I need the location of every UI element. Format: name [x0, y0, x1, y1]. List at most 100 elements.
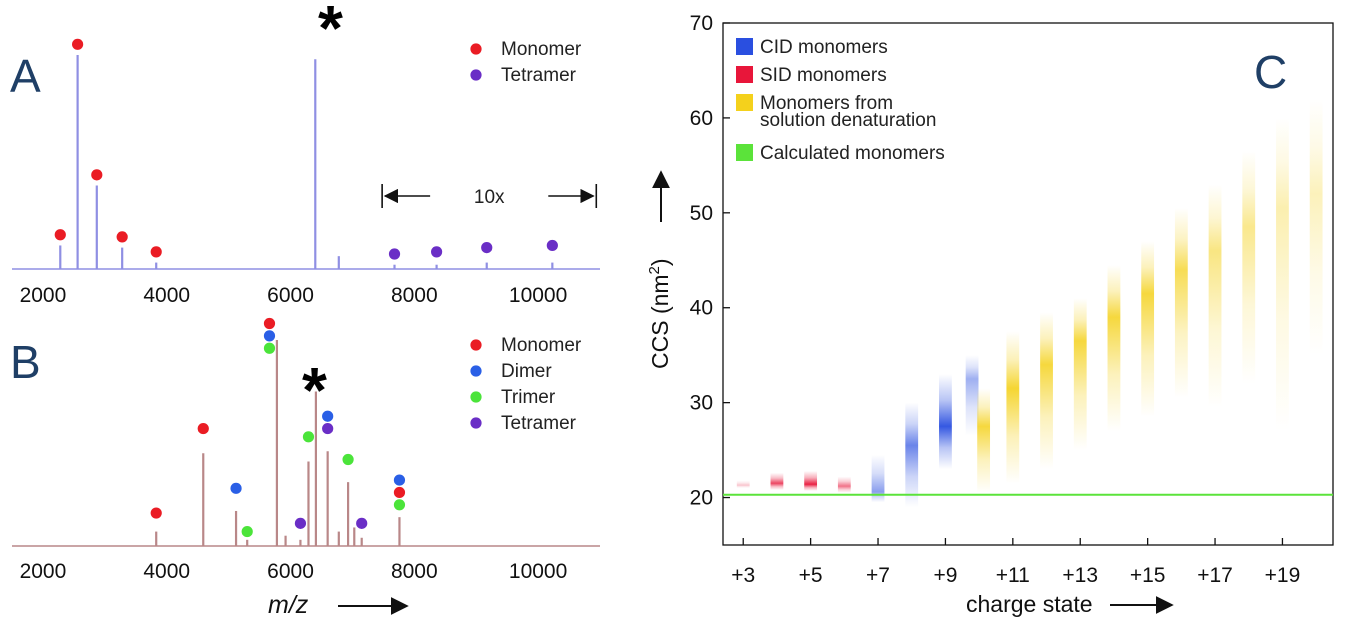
legend-swatch-tetramer [470, 417, 482, 429]
legend-swatch [736, 66, 753, 83]
heat-cell [1040, 312, 1053, 470]
marker-trimer [263, 342, 276, 354]
marker-monomer [72, 38, 84, 50]
panel-c-ylabel: CCS (nm2) [646, 258, 673, 369]
legend-label: Monomer [501, 39, 582, 60]
panel-c-x-ticks: +3 +5 +7 +9 +11 +13 +15 +17 +19 [731, 538, 1300, 587]
legend-swatch [736, 144, 753, 161]
legend-label-line: Calculated monomers [760, 143, 945, 164]
panel-a-markers [54, 38, 558, 260]
marker-dimer [393, 474, 406, 486]
magnification-label: 10x [474, 187, 505, 208]
heat-cell [804, 470, 818, 491]
panel-c-ylabel-sup: 2 [646, 266, 663, 274]
x-tick-label: 10000 [509, 560, 567, 583]
heat-cell [1107, 265, 1121, 432]
x-tick-label: +19 [1265, 564, 1301, 587]
x-tick-label: +13 [1062, 564, 1098, 587]
legend-label-line: Monomers from [760, 93, 893, 114]
legend-label: Trimer [501, 387, 556, 408]
heat-cell [1208, 184, 1222, 408]
legend-label: Tetramer [501, 413, 577, 434]
panel-b-x-ticks: 2000 4000 6000 8000 10000 [20, 560, 568, 583]
panel-c-x-axis-title: charge state [966, 591, 1174, 617]
panel-b-mass-spectrum: B * 2000 4000 6000 8000 10000 MonomerDimerTr… [10, 317, 600, 619]
panel-b-peaks [155, 340, 401, 546]
panel-c-ylabel-main: CCS (nm [647, 274, 673, 369]
panel-b-letter: B [10, 336, 41, 388]
x-tick-label: 8000 [391, 560, 438, 583]
panel-a-letter: A [10, 50, 41, 102]
panel-c-heat-cells [736, 98, 1323, 508]
marker-tetramer [322, 422, 334, 435]
y-tick-label: 60 [690, 107, 713, 130]
x-tick-label: +17 [1197, 564, 1233, 587]
legend-label: Calculated monomers [760, 143, 945, 164]
marker-tetramer [356, 517, 368, 529]
x-tick-label: 10000 [509, 284, 567, 307]
panel-a-legend: Monomer Tetramer [470, 39, 582, 86]
panel-c-legend: CID monomers SID monomers Monomers from sol… [736, 37, 945, 164]
x-tick-label: +15 [1130, 564, 1166, 587]
marker-tetramer [388, 248, 401, 260]
panel-b-markers [150, 317, 406, 538]
heat-cell [905, 402, 919, 508]
panel-c-ylabel-close: ) [647, 258, 673, 266]
heat-cell [837, 476, 851, 493]
y-tick-label: 30 [690, 392, 713, 415]
legend-label-line: CID monomers [760, 37, 888, 58]
marker-monomer [54, 229, 66, 241]
marker-trimer [241, 525, 253, 538]
panel-a-mass-spectrum: A * 2000 4000 6000 8000 10000 Monomer Tetrame… [10, 0, 600, 307]
x-tick-label: 6000 [267, 560, 314, 583]
marker-tetramer [294, 517, 307, 529]
y-tick-label: 50 [690, 202, 713, 225]
marker-trimer [302, 431, 315, 443]
x-tick-label: +9 [933, 564, 957, 587]
marker-monomer [197, 422, 209, 435]
marker-tetramer [430, 246, 443, 258]
panel-c-letter: C [1254, 46, 1287, 98]
panel-b-x-axis-title: m/z [268, 591, 409, 619]
legend-label: Tetramer [501, 65, 577, 86]
marker-dimer [263, 330, 276, 342]
x-tick-label: 8000 [391, 284, 438, 307]
panel-a-x-ticks: 2000 4000 6000 8000 10000 [20, 284, 568, 307]
legend-label: Monomer [501, 335, 582, 356]
heat-cell [871, 454, 885, 503]
x-tick-label: 2000 [20, 560, 67, 583]
legend-label-line: solution denaturation [760, 110, 936, 131]
marker-trimer [393, 499, 406, 511]
panel-a-magnification: 10x [381, 184, 598, 208]
legend-swatch-tetramer [470, 69, 482, 81]
marker-dimer [230, 482, 242, 494]
x-tick-label: +3 [731, 564, 755, 587]
y-tick-label: 70 [690, 12, 713, 35]
y-tick-label: 20 [690, 487, 713, 510]
legend-label: Dimer [501, 361, 552, 382]
legend-swatch [736, 38, 753, 55]
legend-label: CID monomers [760, 37, 888, 58]
y-tick-label: 40 [690, 297, 713, 320]
panel-c-y-ticks: 20 30 40 50 60 70 [690, 12, 730, 510]
x-tick-label: +7 [866, 564, 890, 587]
heat-cell [1242, 151, 1256, 384]
x-tick-label: 2000 [20, 284, 67, 307]
legend-label-line: SID monomers [760, 65, 887, 86]
x-tick-label: +11 [996, 564, 1030, 587]
marker-tetramer [546, 239, 558, 252]
heat-cell [736, 480, 750, 489]
heat-cell [1141, 241, 1155, 417]
heat-cell [1276, 117, 1289, 432]
heat-cell [1073, 298, 1087, 451]
marker-monomer [393, 486, 406, 499]
heat-cell [1309, 98, 1323, 356]
heat-cell [977, 388, 991, 493]
legend-swatch-monomer [470, 339, 482, 351]
marker-monomer [116, 231, 128, 243]
legend-swatch [736, 94, 753, 111]
legend-swatch-trimer [470, 391, 482, 403]
legend-swatch-dimer [470, 365, 482, 377]
marker-trimer [342, 453, 354, 466]
panel-a-star-annotation: * [318, 0, 343, 64]
